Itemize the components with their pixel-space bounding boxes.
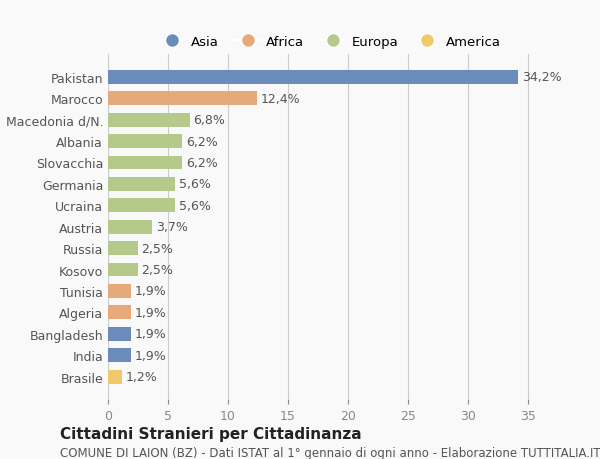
Bar (108, 263, 138, 277)
Text: 2,5%: 2,5% (142, 263, 173, 276)
Text: 1,9%: 1,9% (134, 349, 166, 362)
Text: 34,2%: 34,2% (522, 71, 562, 84)
Text: 1,9%: 1,9% (134, 285, 166, 298)
Bar (108, 199, 175, 213)
Text: 2,5%: 2,5% (142, 242, 173, 255)
Text: COMUNE DI LAION (BZ) - Dati ISTAT al 1° gennaio di ogni anno - Elaborazione TUTT: COMUNE DI LAION (BZ) - Dati ISTAT al 1° … (60, 446, 600, 459)
Text: 12,4%: 12,4% (260, 93, 300, 106)
Bar (108, 306, 131, 319)
Bar (108, 370, 122, 384)
Bar (108, 348, 131, 362)
Text: 5,6%: 5,6% (179, 178, 211, 191)
Text: 3,7%: 3,7% (156, 221, 188, 234)
Text: 1,9%: 1,9% (134, 328, 166, 341)
Bar (108, 220, 152, 234)
Text: 5,6%: 5,6% (179, 199, 211, 213)
Bar (108, 92, 257, 106)
Text: Cittadini Stranieri per Cittadinanza: Cittadini Stranieri per Cittadinanza (60, 425, 362, 441)
Text: 6,2%: 6,2% (186, 135, 218, 148)
Text: 1,2%: 1,2% (126, 370, 158, 383)
Bar (108, 71, 518, 84)
Text: 1,9%: 1,9% (134, 306, 166, 319)
Bar (108, 113, 190, 127)
Bar (108, 284, 131, 298)
Bar (108, 327, 131, 341)
Bar (108, 178, 175, 191)
Bar (108, 156, 182, 170)
Legend: Asia, Africa, Europa, America: Asia, Africa, Europa, America (154, 31, 506, 54)
Text: 6,2%: 6,2% (186, 157, 218, 170)
Bar (108, 241, 138, 256)
Text: 6,8%: 6,8% (193, 114, 225, 127)
Bar (108, 135, 182, 149)
